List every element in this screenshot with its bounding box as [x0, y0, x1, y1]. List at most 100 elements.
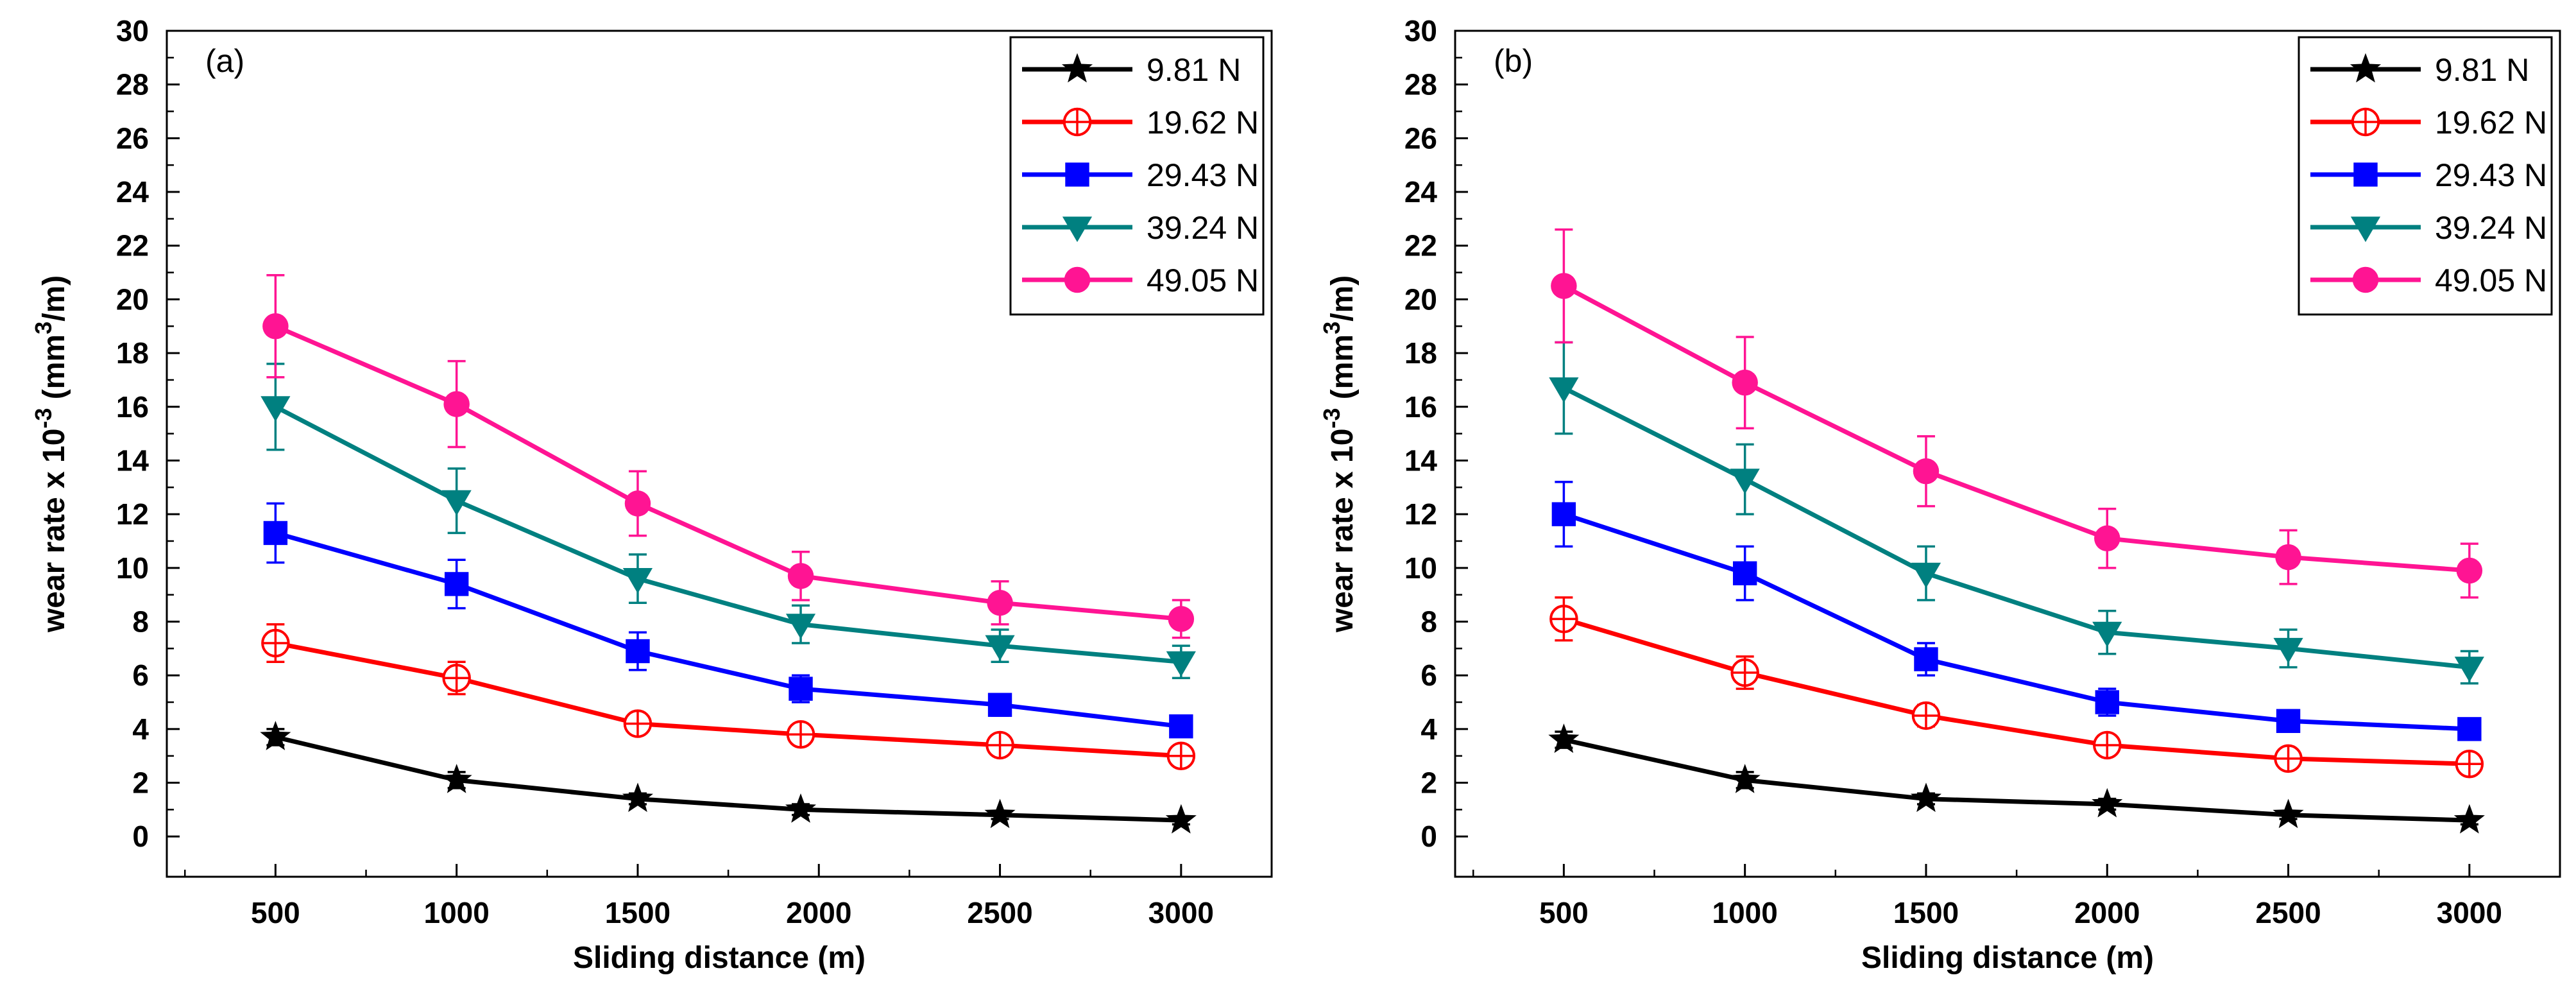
x-tick-label: 2000 — [786, 896, 851, 929]
data-point — [1729, 764, 1761, 793]
data-point — [1911, 562, 1941, 589]
data-point — [987, 589, 1013, 616]
data-point — [2276, 709, 2301, 734]
y-tick-label: 14 — [1404, 444, 1438, 477]
y-tick-label: 24 — [1404, 175, 1438, 209]
y-tick-label: 16 — [1404, 390, 1437, 424]
y-tick-label: 12 — [1404, 497, 1437, 531]
series-line — [275, 641, 1182, 759]
y-tick-label: 12 — [116, 497, 149, 531]
legend-item: 29.43 N — [1022, 157, 1259, 193]
data-point — [1732, 561, 1757, 585]
data-point — [787, 563, 814, 589]
x-tick-label: 1000 — [1712, 896, 1778, 929]
data-point — [1166, 741, 1196, 770]
data-point — [785, 614, 816, 639]
series-9-81-N — [1548, 723, 2485, 834]
data-point — [624, 490, 651, 517]
legend-label: 39.24 N — [2435, 210, 2547, 246]
data-point — [441, 764, 472, 793]
y-tick-label: 0 — [132, 820, 149, 853]
y-tick-label: 4 — [132, 712, 149, 746]
y-tick-label: 18 — [1404, 336, 1437, 370]
data-point — [2095, 690, 2119, 714]
data-point — [260, 721, 291, 750]
y-tick-label: 22 — [116, 229, 149, 263]
legend-label: 29.43 N — [1147, 157, 1259, 193]
series-49-05-N — [1551, 228, 2483, 599]
y-tick-label: 22 — [1404, 229, 1437, 263]
data-point — [260, 396, 291, 422]
chart-panel-b: 0 2 4 6 8 10 12 14 16 18 20 22 24 26 28 30 500 1000 1500 20… — [1288, 0, 2576, 991]
legend-label: 49.05 N — [1147, 263, 1259, 298]
y-tick-label: 26 — [116, 121, 149, 155]
data-point — [1910, 782, 1941, 813]
legend-marker — [2350, 53, 2382, 83]
legend-item: 29.43 N — [2310, 157, 2547, 193]
legend: 9.81 N 19.62 N 29.43 N 39.24 N 49.05 N — [2298, 36, 2553, 316]
data-point — [786, 720, 815, 749]
data-point — [622, 568, 653, 594]
data-point — [2092, 788, 2123, 818]
data-point — [785, 793, 817, 823]
y-tick-label: 30 — [116, 14, 149, 47]
y-tick-label: 28 — [116, 68, 149, 101]
x-tick-label: 3000 — [1148, 896, 1214, 929]
data-point — [1732, 369, 1758, 396]
y-axis-title: wear rate x 10-3 (mm3/m) — [30, 275, 72, 633]
data-point — [2455, 750, 2484, 779]
data-point — [626, 639, 650, 664]
x-axis-title: Sliding distance (m) — [1861, 941, 2154, 975]
series-line — [1563, 737, 2470, 823]
legend-marker — [2353, 162, 2378, 187]
data-point — [1549, 605, 1578, 633]
x-axis: 500 1000 1500 2000 2500 3000 — [1472, 864, 2502, 929]
y-axis-title: wear rate x 10-3 (mm3/m) — [1318, 275, 1360, 633]
y-tick-label: 20 — [116, 282, 149, 316]
legend-label: 9.81 N — [1147, 52, 1241, 88]
legend-item: 9.81 N — [2310, 52, 2529, 88]
x-tick-label: 500 — [251, 896, 300, 929]
legend-item: 39.24 N — [1022, 210, 1259, 246]
legend: 9.81 N 19.62 N 29.43 N 39.24 N 49.05 N — [1009, 36, 1265, 316]
legend-item: 49.05 N — [2310, 263, 2547, 298]
legend-label: 29.43 N — [2435, 157, 2547, 193]
series-29-43-N — [263, 502, 1193, 739]
data-point — [984, 798, 1016, 829]
series-line — [1563, 512, 2470, 732]
y-tick-label: 20 — [1404, 282, 1437, 316]
y-tick-label: 14 — [116, 444, 149, 477]
data-point — [1730, 469, 1760, 494]
x-tick-label: 1500 — [1893, 896, 1959, 929]
data-point — [2273, 637, 2303, 664]
data-point — [1166, 651, 1196, 677]
legend-label: 19.62 N — [1147, 105, 1259, 141]
data-point — [987, 693, 1012, 717]
panel-label: (a) — [205, 43, 244, 79]
x-axis-title: Sliding distance (m) — [573, 941, 866, 975]
data-point — [2092, 621, 2122, 648]
legend-item: 9.81 N — [1022, 52, 1241, 88]
data-point — [2454, 657, 2484, 682]
series-19-62-N — [1549, 596, 2484, 779]
series-line — [1562, 284, 2470, 573]
data-point — [441, 490, 472, 516]
legend-item: 49.05 N — [1022, 263, 1259, 298]
x-tick-label: 3000 — [2437, 896, 2502, 929]
data-point — [443, 391, 470, 417]
x-tick-label: 2000 — [2074, 896, 2140, 929]
series-19-62-N — [261, 623, 1196, 770]
series-line — [275, 324, 1182, 621]
data-point — [985, 635, 1015, 661]
data-point — [1914, 647, 1938, 671]
y-tick-label: 16 — [116, 390, 149, 424]
data-point — [1168, 606, 1195, 632]
legend-marker — [1064, 266, 1091, 293]
data-point — [262, 313, 289, 340]
data-point — [2457, 717, 2482, 741]
series-line — [274, 404, 1182, 664]
x-tick-label: 2500 — [967, 896, 1032, 929]
